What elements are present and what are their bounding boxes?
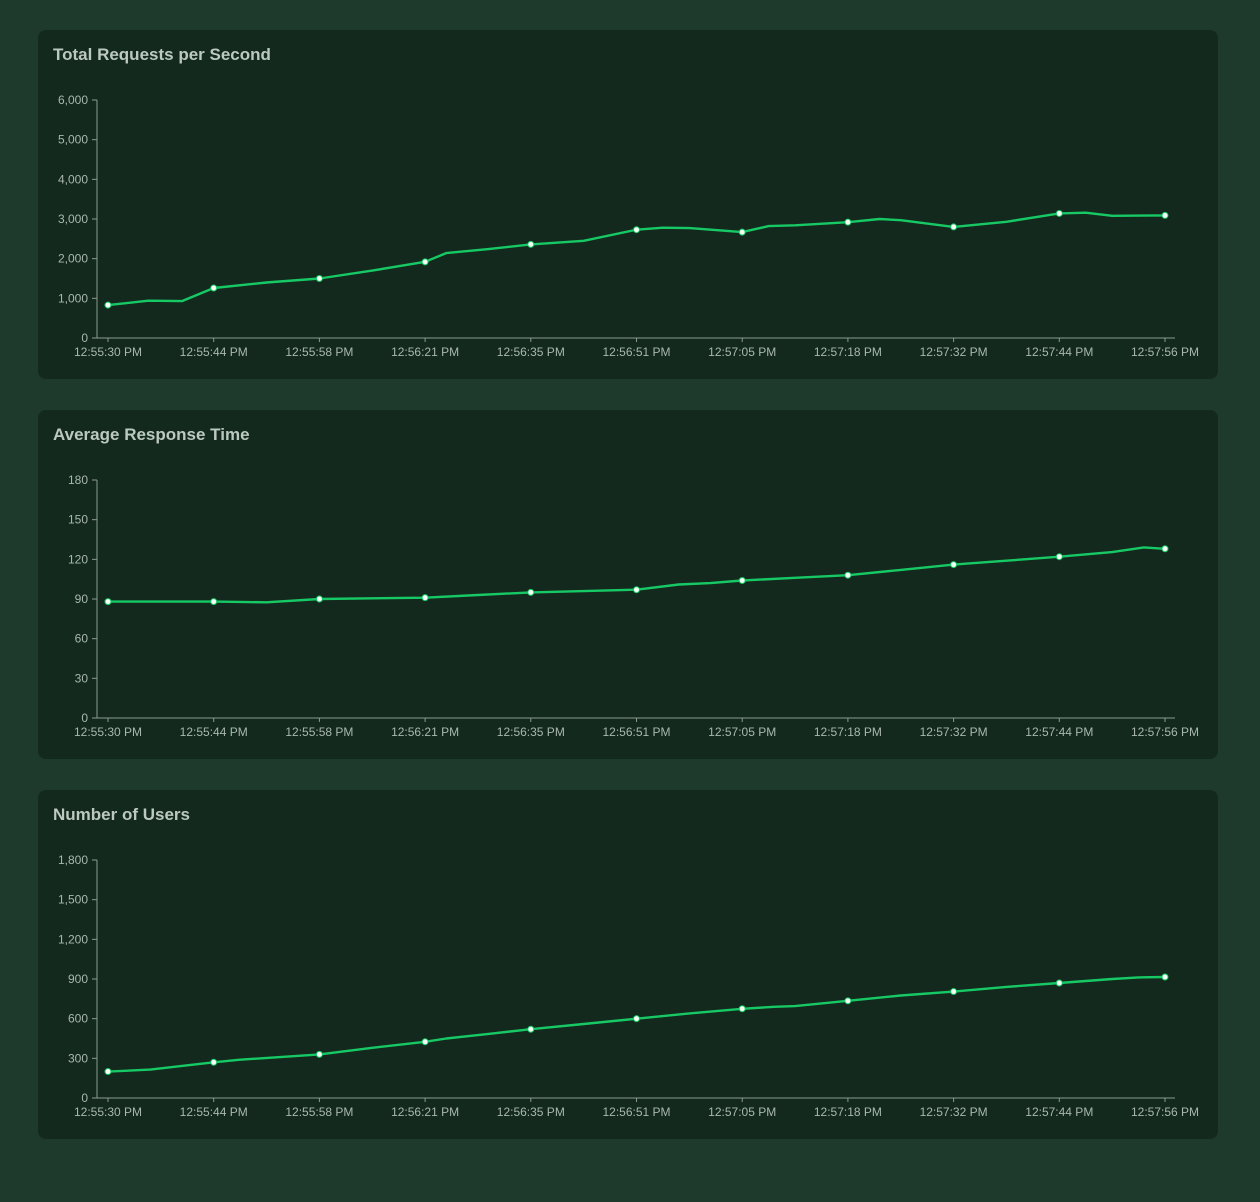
x-axis-tick-label: 12:55:58 PM	[285, 725, 353, 739]
x-axis-tick-label: 12:57:56 PM	[1131, 1105, 1199, 1119]
x-axis-tick-label: 12:55:58 PM	[285, 345, 353, 359]
data-point-marker[interactable]	[421, 258, 429, 266]
x-axis-tick-label: 12:56:51 PM	[602, 345, 670, 359]
x-axis-tick-label: 12:57:44 PM	[1025, 345, 1093, 359]
data-point-marker[interactable]	[738, 1005, 746, 1013]
series-line	[106, 546, 1167, 604]
x-axis-tick-label: 12:56:21 PM	[391, 725, 459, 739]
y-axis-tick-label: 30	[75, 671, 89, 685]
x-axis-tick-label: 12:57:05 PM	[708, 725, 776, 739]
y-axis-tick-label: 6,000	[58, 93, 88, 107]
x-axis-tick-label: 12:55:44 PM	[180, 1105, 248, 1119]
data-point-marker[interactable]	[844, 218, 852, 226]
x-axis-tick-label: 12:56:21 PM	[391, 1105, 459, 1119]
data-point-marker[interactable]	[844, 571, 852, 579]
x-axis-tick-label: 12:55:58 PM	[285, 1105, 353, 1119]
data-point-marker[interactable]	[315, 1050, 323, 1058]
data-point-marker[interactable]	[633, 586, 640, 594]
data-point-marker[interactable]	[950, 561, 958, 569]
y-axis-tick-label: 180	[68, 473, 88, 487]
y-axis-tick-label: 1,800	[58, 853, 88, 867]
y-axis-tick-label: 0	[81, 1091, 88, 1105]
data-point-marker[interactable]	[527, 240, 535, 248]
y-axis-tick-label: 1,500	[58, 893, 88, 907]
data-point-marker[interactable]	[1055, 209, 1063, 217]
x-axis-tick-label: 12:55:30 PM	[74, 345, 142, 359]
y-axis-tick-label: 1,200	[58, 932, 88, 946]
data-point-marker[interactable]	[1161, 545, 1169, 553]
y-axis-tick-label: 600	[68, 1012, 88, 1026]
chart-panel-number-of-users: Number of Users 0 300 600 900 1,200 1,500 1,80…	[38, 790, 1218, 1139]
data-point-marker[interactable]	[104, 1068, 112, 1076]
x-axis-tick-label: 12:56:35 PM	[497, 1105, 565, 1119]
data-point-marker[interactable]	[738, 228, 746, 236]
x-axis-tick-label: 12:57:18 PM	[814, 1105, 882, 1119]
data-point-marker[interactable]	[527, 1025, 535, 1033]
y-axis-tick-label: 900	[68, 972, 88, 986]
chart-panel-response-time: Average Response Time 0 30 60 90 120 150 180 12…	[38, 410, 1218, 759]
x-axis-tick-label: 12:57:56 PM	[1131, 725, 1199, 739]
x-axis-tick-label: 12:56:35 PM	[497, 345, 565, 359]
x-axis-tick-label: 12:57:32 PM	[920, 725, 988, 739]
y-axis-tick-label: 90	[75, 592, 89, 606]
x-axis-tick-label: 12:55:44 PM	[180, 725, 248, 739]
data-point-marker[interactable]	[104, 301, 112, 309]
x-axis-tick-label: 12:55:30 PM	[74, 1105, 142, 1119]
y-axis-tick-label: 60	[75, 632, 89, 646]
x-axis-tick-label: 12:56:51 PM	[602, 1105, 670, 1119]
response-time-chart-canvas[interactable]: 0 30 60 90 120 150 180 12:55:30 PM 12:55:44 PM 12…	[38, 410, 1218, 759]
data-point-marker[interactable]	[633, 1015, 640, 1023]
data-point-marker[interactable]	[1055, 553, 1063, 561]
series-line	[106, 211, 1167, 307]
y-axis-tick-label: 4,000	[58, 172, 88, 186]
data-point-marker[interactable]	[210, 598, 218, 606]
x-axis-tick-label: 12:56:21 PM	[391, 345, 459, 359]
y-axis-tick-label: 1,000	[58, 291, 88, 305]
data-point-marker[interactable]	[1161, 211, 1169, 219]
chart-title-number-of-users: Number of Users	[53, 805, 190, 824]
y-axis-tick-label: 150	[68, 513, 88, 527]
data-point-marker[interactable]	[633, 226, 640, 234]
chart-panel-total-requests: Total Requests per Second 0 1,000 2,000 3,0…	[38, 30, 1218, 379]
data-point-marker[interactable]	[1161, 973, 1169, 981]
total-requests-chart-canvas[interactable]: 0 1,000 2,000 3,000 4,000 5,000 6,000 12:55:30 …	[38, 30, 1218, 379]
x-axis-tick-label: 12:57:44 PM	[1025, 725, 1093, 739]
y-axis-tick-label: 300	[68, 1051, 88, 1065]
x-axis-tick-label: 12:57:18 PM	[814, 725, 882, 739]
data-point-marker[interactable]	[210, 284, 218, 292]
series-line	[106, 975, 1167, 1073]
x-axis-tick-label: 12:57:44 PM	[1025, 1105, 1093, 1119]
x-axis-tick-label: 12:55:44 PM	[180, 345, 248, 359]
x-axis-tick-label: 12:57:05 PM	[708, 345, 776, 359]
x-axis-tick-label: 12:56:51 PM	[602, 725, 670, 739]
data-point-marker[interactable]	[1055, 979, 1063, 987]
y-axis-tick-label: 0	[81, 711, 88, 725]
data-point-marker[interactable]	[421, 1038, 429, 1046]
data-point-marker[interactable]	[527, 588, 535, 596]
x-axis-tick-label: 12:57:18 PM	[814, 345, 882, 359]
data-point-marker[interactable]	[950, 988, 958, 996]
y-axis-tick-label: 3,000	[58, 212, 88, 226]
data-point-marker[interactable]	[104, 598, 112, 606]
y-axis-tick-label: 5,000	[58, 133, 88, 147]
data-point-marker[interactable]	[315, 595, 323, 603]
x-axis-tick-label: 12:57:05 PM	[708, 1105, 776, 1119]
chart-title-response-time: Average Response Time	[53, 425, 250, 444]
y-axis-tick-label: 120	[68, 552, 88, 566]
x-axis-tick-label: 12:57:56 PM	[1131, 345, 1199, 359]
data-point-marker[interactable]	[210, 1058, 218, 1066]
data-point-marker[interactable]	[738, 576, 746, 584]
data-point-marker[interactable]	[421, 594, 429, 602]
x-axis-tick-label: 12:57:32 PM	[920, 345, 988, 359]
y-axis-tick-label: 0	[81, 331, 88, 345]
y-axis-tick-label: 2,000	[58, 252, 88, 266]
x-axis-tick-label: 12:56:35 PM	[497, 725, 565, 739]
data-point-marker[interactable]	[844, 997, 852, 1005]
x-axis-tick-label: 12:55:30 PM	[74, 725, 142, 739]
number-of-users-chart-canvas[interactable]: 0 300 600 900 1,200 1,500 1,800 12:55:30 PM 12:5…	[38, 790, 1218, 1139]
data-point-marker[interactable]	[315, 275, 323, 282]
x-axis-tick-label: 12:57:32 PM	[920, 1105, 988, 1119]
chart-title-total-requests: Total Requests per Second	[53, 45, 271, 64]
data-point-marker[interactable]	[950, 223, 958, 231]
